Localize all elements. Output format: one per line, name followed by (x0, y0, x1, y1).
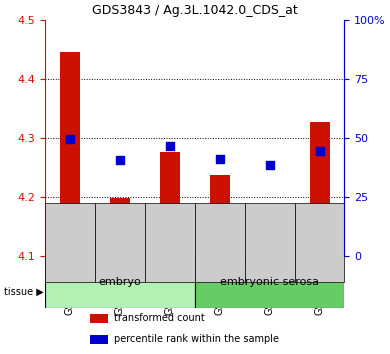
Point (316, 148, 323, 154)
FancyBboxPatch shape (195, 203, 245, 282)
Bar (210, 175, 230, 256)
Bar (310, 122, 330, 256)
Bar (110, 198, 130, 256)
FancyBboxPatch shape (145, 203, 195, 282)
Point (266, 162, 273, 168)
Text: tissue ▶: tissue ▶ (4, 287, 44, 297)
Point (167, 143, 173, 149)
FancyBboxPatch shape (245, 203, 294, 282)
FancyBboxPatch shape (294, 203, 344, 282)
Title: GDS3843 / Ag.3L.1042.0_CDS_at: GDS3843 / Ag.3L.1042.0_CDS_at (92, 4, 298, 17)
FancyBboxPatch shape (195, 256, 344, 308)
Bar (90, 335, 108, 343)
Bar (90, 314, 108, 322)
FancyBboxPatch shape (95, 203, 145, 282)
Bar (60, 52, 80, 256)
Point (67, 136, 73, 142)
Point (117, 157, 123, 163)
Bar (160, 152, 180, 256)
Text: percentile rank within the sample: percentile rank within the sample (114, 335, 279, 344)
Point (216, 156, 223, 162)
Text: embryonic serosa: embryonic serosa (220, 277, 319, 287)
Bar (260, 218, 280, 256)
Text: transformed count: transformed count (114, 313, 205, 324)
Text: embryo: embryo (98, 277, 141, 287)
FancyBboxPatch shape (45, 203, 95, 282)
FancyBboxPatch shape (45, 256, 195, 308)
